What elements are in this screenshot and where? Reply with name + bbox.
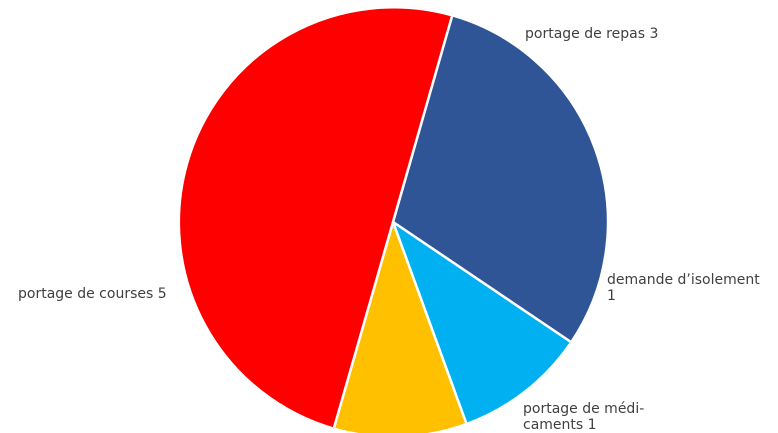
slice-label-portage-de-medicaments: portage de médi- caments 1 xyxy=(523,401,644,433)
slice-label-line: portage de repas 3 xyxy=(525,26,659,42)
pie-slice-portage-de-courses xyxy=(177,5,454,430)
slice-label-line: caments 1 xyxy=(523,417,597,433)
slice-label-demande-isolement: demande d’isolement 1 xyxy=(607,272,760,304)
slice-label-line: portage de médi- xyxy=(523,401,645,417)
slice-label-portage-de-repas: portage de repas 3 xyxy=(525,26,658,42)
slice-label-line: 1 xyxy=(607,288,616,304)
pie-slice-demande-d-isolement xyxy=(391,220,573,426)
pie-slice-portage-de-repas xyxy=(391,14,610,344)
slice-label-portage-de-courses: portage de courses 5 xyxy=(18,286,167,302)
slice-label-line: portage de courses 5 xyxy=(18,286,167,302)
pie-slices xyxy=(177,5,610,433)
slice-label-line: demande d’isolement xyxy=(607,272,760,288)
pie-slice-portage-de-m-dicaments xyxy=(332,220,468,433)
